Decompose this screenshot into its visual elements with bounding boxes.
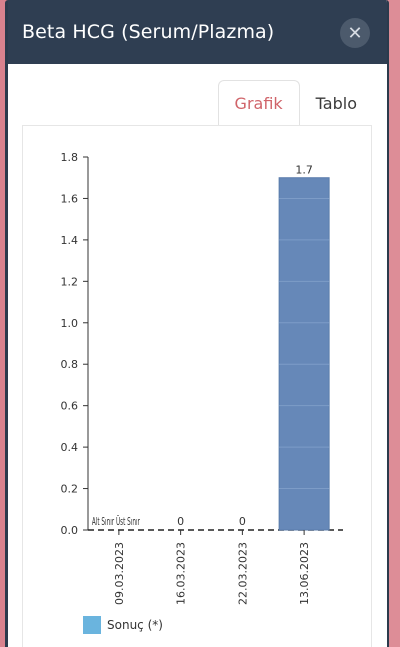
- y-tick-label: 0.6: [61, 400, 79, 413]
- y-tick-label: 0.4: [61, 441, 79, 454]
- y-tick-label: 0.8: [61, 358, 79, 371]
- data-label: 1.7: [295, 164, 313, 177]
- close-button[interactable]: ✕: [340, 18, 370, 48]
- tab-grafik[interactable]: Grafik: [217, 80, 300, 126]
- close-icon: ✕: [347, 22, 363, 44]
- view-tabs: Grafik Tablo: [217, 80, 373, 126]
- bar: [278, 177, 330, 531]
- modal-header: Beta HCG (Serum/Plazma) ✕: [8, 0, 387, 64]
- y-tick-label: 1.6: [61, 192, 79, 205]
- data-label: 0: [239, 515, 246, 528]
- tab-tablo[interactable]: Tablo: [315, 93, 357, 113]
- y-tick-label: 1.2: [61, 275, 79, 288]
- y-tick-label: 1.8: [61, 151, 79, 164]
- modal-title: Beta HCG (Serum/Plazma): [22, 21, 275, 43]
- y-tick-label: 0.2: [61, 483, 79, 496]
- chart-panel: 0.0 0.2 0.4 0.6 0.8 1.0 1.2 1.4 1.6 1.8 09.03.2023…: [22, 125, 372, 647]
- y-tick-label: 0.0: [61, 524, 79, 537]
- result-modal: Beta HCG (Serum/Plazma) ✕ Grafik Tablo 0…: [5, 0, 389, 647]
- y-tick-label: 1.4: [61, 234, 79, 247]
- data-label: 0: [177, 515, 184, 528]
- chart-legend[interactable]: Sonuç (*): [83, 616, 163, 634]
- legend-swatch: [83, 616, 101, 634]
- legend-label: Sonuç (*): [107, 618, 163, 632]
- reference-range-label: Alt Sınır Üst Sınır: [92, 515, 140, 528]
- x-tick-label: 16.03.2023: [175, 542, 188, 605]
- x-tick-label: 09.03.2023: [113, 542, 126, 605]
- page-backdrop: [388, 0, 400, 647]
- x-tick-label: 22.03.2023: [236, 542, 249, 605]
- bar-chart: 0.0 0.2 0.4 0.6 0.8 1.0 1.2 1.4 1.6 1.8 09.03.2023…: [61, 151, 343, 605]
- x-tick-label: 13.06.2023: [298, 542, 311, 605]
- y-tick-label: 1.0: [61, 317, 79, 330]
